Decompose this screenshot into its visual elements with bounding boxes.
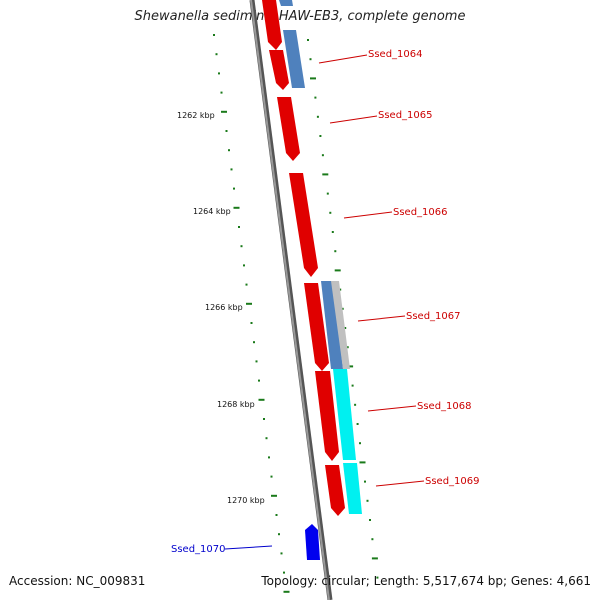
- scale-tick-minor: [245, 283, 248, 286]
- feature-cyan: [343, 463, 362, 514]
- scale-tick-minor: [278, 533, 280, 536]
- scale-tick-minor: [351, 384, 354, 387]
- gene-label-ssed-1064[interactable]: Ssed_1064: [368, 49, 423, 60]
- scale-tick-minor: [341, 307, 344, 310]
- scale-tick-minor: [233, 187, 235, 190]
- scale-tick-minor: [258, 379, 260, 382]
- scale-tick-minor: [321, 154, 324, 157]
- scale-ticks-left: [213, 34, 290, 593]
- scale-tick-minor: [238, 226, 240, 228]
- gene-label-ssed-1070[interactable]: Ssed_1070: [171, 544, 226, 555]
- scale-label: 1270 kbp: [227, 496, 265, 505]
- scale-tick-minor: [359, 442, 361, 445]
- scale-tick-minor: [369, 519, 371, 521]
- gene-feature[interactable]: [269, 50, 289, 90]
- gene-label-ssed-1069[interactable]: Ssed_1069: [425, 476, 480, 487]
- scale-tick-minor: [364, 480, 366, 483]
- scale-tick-major: [246, 302, 252, 305]
- scale-tick-minor: [329, 211, 332, 214]
- scale-tick-minor: [280, 552, 283, 555]
- scale-tick-minor: [319, 135, 322, 137]
- scale-tick-minor: [255, 360, 258, 363]
- scale-tick-minor: [265, 437, 268, 440]
- scale-tick-minor: [270, 475, 273, 478]
- label-pointers: [224, 54, 425, 550]
- scale-tick-minor: [225, 130, 228, 132]
- scale-tick-minor: [253, 341, 255, 344]
- scale-tick-minor: [354, 403, 357, 406]
- scale-tick-minor: [263, 418, 265, 420]
- gene-feature[interactable]: [325, 465, 345, 516]
- scale-ticks-right: [307, 39, 379, 579]
- scale-tick-minor: [275, 514, 278, 516]
- scale-tick-minor: [240, 245, 243, 248]
- map-title: Shewanella sediminis HAW-EB3, complete g…: [134, 9, 466, 24]
- feature-cyan: [333, 369, 356, 460]
- gene-label-ssed-1066[interactable]: Ssed_1066: [393, 207, 448, 218]
- scale-tick-major: [371, 557, 378, 560]
- feature-steelblue: [279, 0, 293, 6]
- scale-tick-minor: [314, 96, 317, 99]
- gene-feature[interactable]: [289, 173, 318, 277]
- gene-feature[interactable]: [315, 371, 339, 461]
- scale-tick-minor: [366, 499, 369, 502]
- gene-labels: Ssed_1064 Ssed_1065 Ssed_1066 Ssed_1067 …: [171, 49, 480, 555]
- scale-tick-minor: [268, 456, 270, 459]
- scale-tick-minor: [283, 571, 285, 574]
- feature-steelblue: [321, 281, 343, 369]
- scale-tick-minor: [356, 423, 359, 425]
- scale-tick-major: [233, 206, 240, 209]
- scale-tick-major: [258, 398, 265, 401]
- gene-feature[interactable]: [277, 97, 300, 161]
- scale-tick-minor: [230, 168, 233, 171]
- scale-tick-minor: [250, 322, 253, 324]
- scale-tick-minor: [344, 327, 347, 329]
- scale-tick-minor: [228, 149, 230, 152]
- gene-label-ssed-1065[interactable]: Ssed_1065: [378, 110, 433, 121]
- scale-label: 1268 kbp: [217, 400, 255, 409]
- scale-tick-minor: [346, 346, 349, 349]
- gene-label-ssed-1068[interactable]: Ssed_1068: [417, 401, 472, 412]
- scale-tick-minor: [371, 538, 374, 541]
- scale-label: 1266 kbp: [205, 303, 243, 312]
- scale-labels: 1262 kbp 1264 kbp 1266 kbp 1268 kbp 1270…: [177, 111, 265, 505]
- scale-label: 1262 kbp: [177, 111, 215, 120]
- scale-tick-minor: [220, 91, 223, 94]
- scale-tick-major: [271, 494, 277, 497]
- genome-backbone-highlight: [250, 0, 330, 600]
- gene-label-ssed-1067[interactable]: Ssed_1067: [406, 311, 461, 322]
- gene-features: [262, 0, 362, 560]
- feature-grey: [331, 281, 350, 369]
- scale-tick-minor: [243, 264, 245, 267]
- feature-steelblue: [283, 30, 305, 88]
- scale-tick-minor: [215, 53, 218, 56]
- scale-tick-minor: [331, 231, 334, 233]
- scale-tick-minor: [339, 288, 342, 291]
- scale-tick-major: [310, 77, 316, 80]
- scale-tick-major: [334, 269, 341, 272]
- scale-tick-minor: [376, 576, 379, 579]
- gene-feature-blue[interactable]: [305, 524, 320, 560]
- scale-label: 1264 kbp: [193, 207, 231, 216]
- scale-tick-minor: [218, 72, 220, 75]
- scale-tick-major: [283, 590, 290, 593]
- scale-tick-minor: [309, 58, 312, 61]
- scale-tick-minor: [316, 115, 319, 118]
- scale-tick-major: [221, 110, 227, 113]
- scale-tick-major: [347, 365, 354, 368]
- genome-summary: Topology: circular; Length: 5,517,674 bp…: [261, 574, 591, 588]
- scale-tick-major: [359, 461, 366, 464]
- scale-tick-minor: [213, 34, 215, 36]
- scale-tick-major: [322, 173, 329, 176]
- accession-text: Accession: NC_009831: [9, 574, 146, 588]
- scale-tick-minor: [334, 250, 337, 253]
- scale-tick-minor: [307, 39, 309, 41]
- gene-feature[interactable]: [304, 283, 329, 371]
- scale-tick-minor: [326, 192, 329, 195]
- gene-feature[interactable]: [262, 0, 282, 50]
